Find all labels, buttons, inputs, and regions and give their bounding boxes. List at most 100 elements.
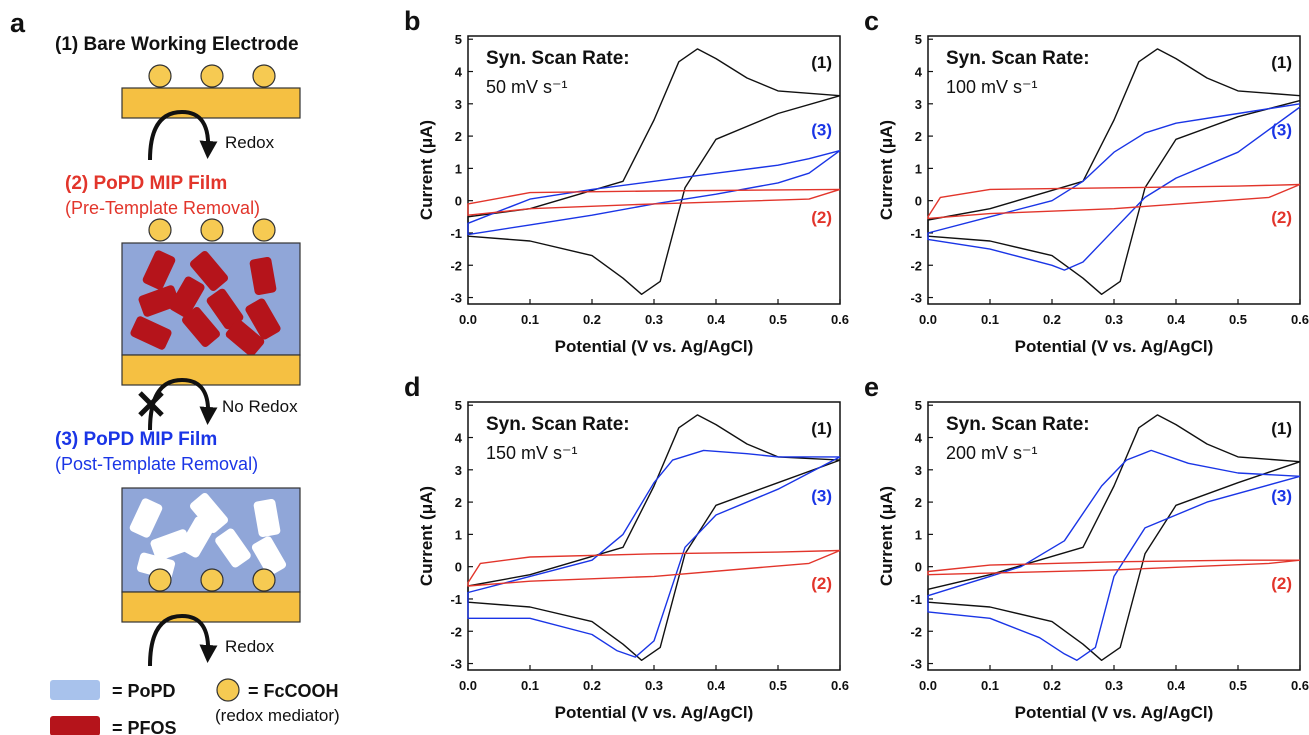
series-label: (3) [1271,121,1292,140]
series-label: (2) [1271,208,1292,227]
fccooh-molecule [148,64,172,88]
y-tick-label: -1 [910,592,922,607]
cv-curve [927,103,1301,271]
step2-subtitle: (Pre-Template Removal) [65,198,260,218]
y-tick-label: 5 [915,32,922,47]
y-tick-label: -2 [450,624,462,639]
y-tick-label: -1 [450,592,462,607]
y-tick-label: 2 [455,129,462,144]
panel-letter: b [404,6,421,36]
fccooh-molecule [148,218,172,242]
x-tick-label: 0.1 [521,678,539,693]
y-axis-label: Current (μA) [877,120,896,220]
legend-popd-swatch [50,680,100,700]
redox-arrow [148,109,218,161]
cv-curve [467,188,841,216]
scan-rate-title: Syn. Scan Rate: [946,414,1090,435]
y-tick-label: 4 [455,65,463,80]
x-tick-label: 0.0 [459,312,477,327]
chart-panel-b: b 0.0 0.1 0.2 0.3 0.4 0.5 0.6 -3 -2 -1 0 1 2 3 4 5 Potent… [404,6,849,356]
legend-popd-label: = PoPD [112,681,176,701]
y-tick-label: -3 [450,291,462,306]
scan-rate-title: Syn. Scan Rate: [486,414,630,435]
schematic-panel: a (1) Bare Working Electrode Redox (2) P… [10,8,340,735]
x-tick-label: 0.2 [583,312,601,327]
blocked-x-icon [138,391,164,417]
y-tick-label: -3 [450,657,462,672]
cv-curve [467,449,841,658]
scan-rate-value: 200 mV s⁻¹ [946,443,1038,463]
y-tick-label: 3 [455,463,462,478]
series-label: (3) [811,487,832,506]
fccooh-molecule [200,64,224,88]
chart-panel-e: e 0.0 0.1 0.2 0.3 0.4 0.5 0.6 -3 -2 -1 0 1 2 3 4 5 Potent… [864,372,1309,722]
panel-letter: d [404,372,421,402]
x-tick-label: 0.5 [1229,678,1247,693]
redox-label: Redox [225,133,275,152]
y-tick-label: 4 [915,65,923,80]
no-redox-label: No Redox [222,397,298,416]
step3-subtitle: (Post-Template Removal) [55,454,258,474]
electrode-step2 [121,354,301,386]
x-tick-label: 0.4 [707,678,726,693]
fccooh-molecule [148,568,172,592]
x-tick-label: 0.6 [831,312,849,327]
y-tick-label: 1 [915,527,922,542]
y-tick-label: 3 [915,97,922,112]
fccooh-molecule [200,568,224,592]
y-tick-label: 1 [455,527,462,542]
cv-curve [927,183,1301,220]
y-tick-label: -3 [910,291,922,306]
y-tick-label: -1 [450,226,462,241]
panel-letter: e [864,372,879,402]
y-axis-label: Current (μA) [417,486,436,586]
y-tick-label: -2 [910,258,922,273]
legend-pfos-label: = PFOS [112,718,177,735]
y-tick-label: -3 [910,657,922,672]
chart-panel-d: d 0.0 0.1 0.2 0.3 0.4 0.5 0.6 -3 -2 -1 0 1 2 3 4 5 Potent… [404,372,849,722]
fccooh-molecule [252,218,276,242]
y-axis-label: Current (μA) [417,120,436,220]
y-tick-label: 0 [455,560,462,575]
fccooh-molecule [252,64,276,88]
x-tick-label: 0.0 [919,312,937,327]
template-cavities [129,493,287,580]
scan-rate-value: 100 mV s⁻¹ [946,77,1038,97]
chart-panel-c: c 0.0 0.1 0.2 0.3 0.4 0.5 0.6 -3 -2 -1 0 1 2 3 4 5 Potent… [864,6,1309,356]
bare-electrode [121,87,301,119]
x-tick-label: 0.2 [583,678,601,693]
scan-rate-value: 50 mV s⁻¹ [486,77,568,97]
x-tick-label: 0.4 [1167,678,1186,693]
y-tick-label: 3 [455,97,462,112]
scan-rate-value: 150 mV s⁻¹ [486,443,578,463]
y-tick-label: -1 [910,226,922,241]
y-axis-label: Current (μA) [877,486,896,586]
x-axis-label: Potential (V vs. Ag/AgCl) [555,337,754,356]
x-tick-label: 0.6 [1291,678,1309,693]
y-tick-label: 5 [455,32,462,47]
x-axis-label: Potential (V vs. Ag/AgCl) [1015,703,1214,722]
y-tick-label: 5 [915,398,922,413]
y-tick-label: 0 [915,560,922,575]
series-label: (1) [811,419,832,438]
legend-mediator-label: (redox mediator) [215,706,340,725]
legend-fccooh-swatch [216,678,240,702]
series-label: (3) [1271,487,1292,506]
x-tick-label: 0.1 [521,312,539,327]
x-tick-label: 0.5 [769,312,787,327]
panel-letter: c [864,6,879,36]
x-tick-label: 0.6 [831,678,849,693]
y-tick-label: 4 [455,431,463,446]
series-label: (3) [811,121,832,140]
redox-label-2: Redox [225,637,275,656]
step3-title: (3) PoPD MIP Film [55,429,217,450]
y-tick-label: 2 [455,495,462,510]
y-tick-label: 0 [915,194,922,209]
y-tick-label: 2 [915,129,922,144]
cv-curve [467,149,841,236]
fccooh-molecule [200,218,224,242]
x-tick-label: 0.4 [1167,312,1186,327]
x-axis-label: Potential (V vs. Ag/AgCl) [555,703,754,722]
fccooh-molecule [252,568,276,592]
x-tick-label: 0.5 [1229,312,1247,327]
